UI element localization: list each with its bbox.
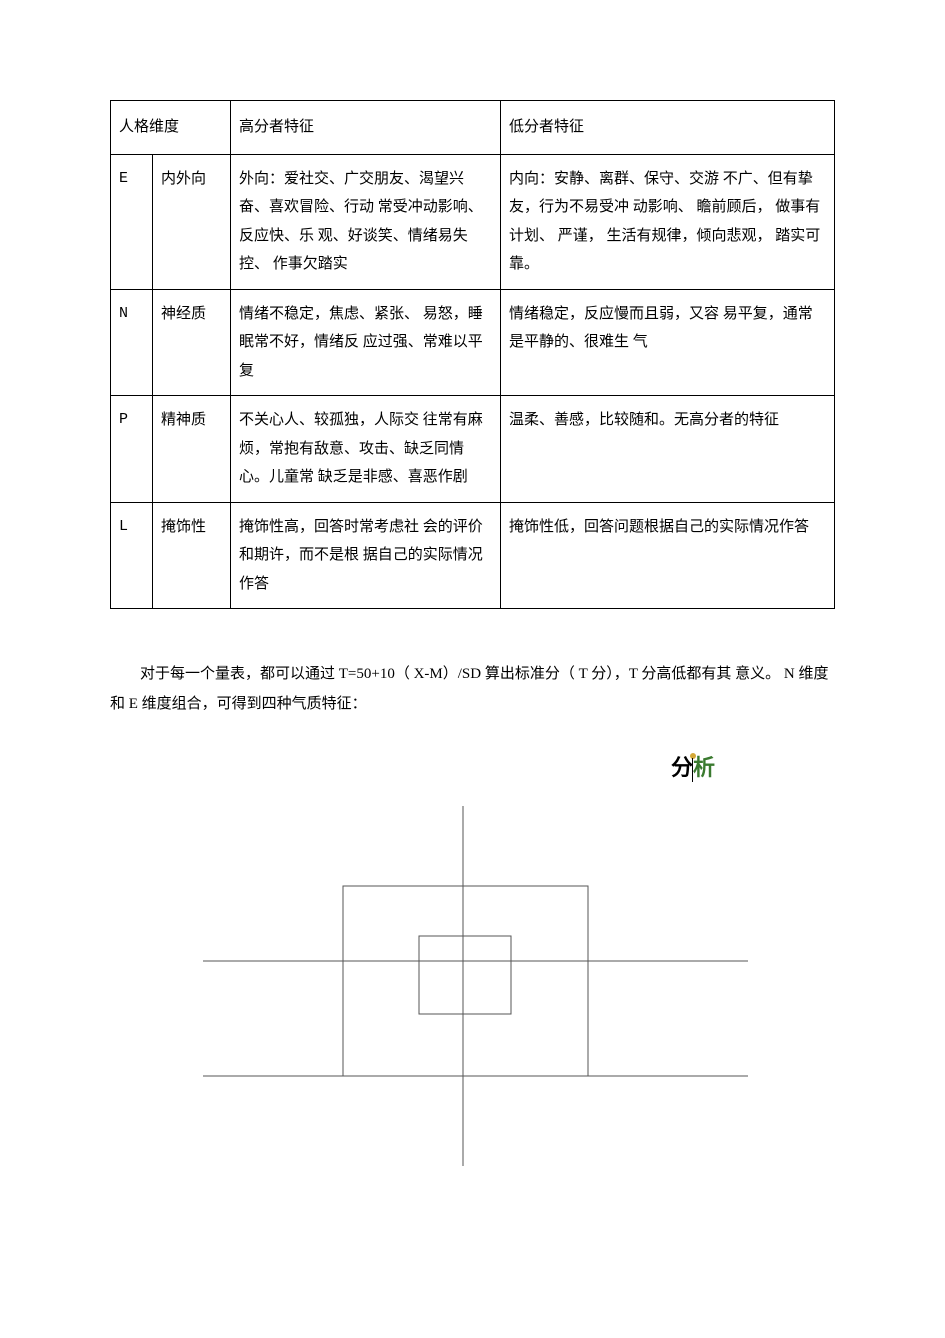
cell-code: P: [111, 396, 153, 503]
diagram-svg: [193, 796, 753, 1176]
cell-code: E: [111, 154, 153, 289]
table-header-row: 人格维度 高分者特征 低分者特征: [111, 101, 835, 155]
cell-dimension: 精神质: [153, 396, 231, 503]
cell-low: 情绪稳定，反应慢而且弱，又容 易平复，通常是平静的、很难生 气: [501, 289, 835, 396]
badge-fen: 分: [671, 755, 693, 780]
cell-code: N: [111, 289, 153, 396]
cell-low: 温柔、善感，比较随和。无高分者的特征: [501, 396, 835, 503]
badge-xi: 析: [693, 755, 715, 780]
table-row: E 内外向 外向：爱社交、广交朋友、渴望兴奋、喜欢冒险、行动 常受冲动影响、反应…: [111, 154, 835, 289]
cell-high: 掩饰性高，回答时常考虑社 会的评价和期许，而不是根 据自己的实际情况作答: [231, 502, 501, 609]
cell-high: 情绪不稳定，焦虑、紧张、 易怒，睡眠常不好，情绪反 应过强、常难以平复: [231, 289, 501, 396]
personality-dimensions-table: 人格维度 高分者特征 低分者特征 E 内外向 外向：爱社交、广交朋友、渴望兴奋、…: [110, 100, 835, 609]
header-low: 低分者特征: [501, 101, 835, 155]
table-row: P 精神质 不关心人、较孤独，人际交 往常有麻烦，常抱有敌意、攻击、缺乏同情心。…: [111, 396, 835, 503]
header-high: 高分者特征: [231, 101, 501, 155]
cell-high: 不关心人、较孤独，人际交 往常有麻烦，常抱有敌意、攻击、缺乏同情心。儿童常 缺乏…: [231, 396, 501, 503]
table-row: N 神经质 情绪不稳定，焦虑、紧张、 易怒，睡眠常不好，情绪反 应过强、常难以平…: [111, 289, 835, 396]
body-paragraph: 对于每一个量表，都可以通过 T=50+10（ X-M）/SD 算出标准分（ T …: [110, 659, 835, 719]
cell-dimension: 掩饰性: [153, 502, 231, 609]
cell-low: 掩饰性低，回答问题根据自己的实际情况作答: [501, 502, 835, 609]
header-dimension: 人格维度: [111, 101, 231, 155]
cell-dimension: 内外向: [153, 154, 231, 289]
cell-dimension: 神经质: [153, 289, 231, 396]
analysis-badge: 分析: [110, 749, 835, 786]
quadrant-diagram: [193, 796, 753, 1176]
cell-high: 外向：爱社交、广交朋友、渴望兴奋、喜欢冒险、行动 常受冲动影响、反应快、乐 观、…: [231, 154, 501, 289]
table-row: L 掩饰性 掩饰性高，回答时常考虑社 会的评价和期许，而不是根 据自己的实际情况…: [111, 502, 835, 609]
cell-low: 内向：安静、离群、保守、交游 不广、但有挚友，行为不易受冲 动影响、 瞻前顾后，…: [501, 154, 835, 289]
cell-code: L: [111, 502, 153, 609]
